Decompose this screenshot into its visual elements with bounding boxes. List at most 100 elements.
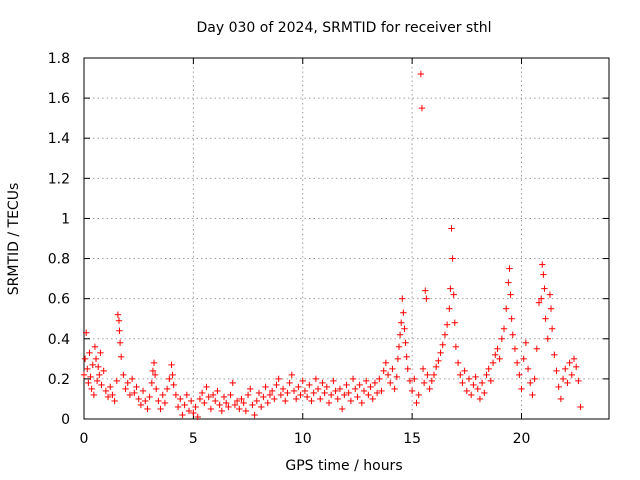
data-point <box>402 339 409 346</box>
data-point <box>87 373 94 381</box>
data-point <box>242 407 250 415</box>
data-point <box>104 393 112 401</box>
data-point <box>179 411 186 419</box>
data-point <box>100 367 107 375</box>
data-point <box>452 343 460 350</box>
data-point <box>547 305 555 312</box>
data-point <box>391 385 398 393</box>
data-point <box>478 379 486 387</box>
data-point <box>113 377 121 385</box>
x-tick-label: 15 <box>403 431 421 447</box>
data-point <box>196 395 204 403</box>
data-point <box>400 309 407 316</box>
data-point <box>306 381 313 389</box>
y-tick-label: 0.4 <box>48 332 70 348</box>
data-point <box>492 351 499 359</box>
data-point <box>152 385 160 393</box>
data-point <box>207 405 215 413</box>
data-point <box>544 335 551 342</box>
data-point <box>166 375 173 383</box>
data-point <box>117 353 125 361</box>
data-point <box>513 359 521 367</box>
data-point <box>524 365 532 373</box>
data-point <box>395 343 403 350</box>
data-point <box>341 391 348 399</box>
data-point <box>502 305 510 312</box>
x-tick-label: 20 <box>513 431 531 447</box>
data-point <box>334 395 341 403</box>
data-point <box>126 391 134 399</box>
data-point <box>418 104 426 112</box>
data-point <box>496 355 503 363</box>
data-point <box>566 359 573 367</box>
data-point <box>539 261 546 268</box>
data-point <box>271 395 278 403</box>
x-tick-label: 10 <box>294 431 312 447</box>
data-point <box>97 349 104 357</box>
data-point <box>432 363 440 371</box>
data-point <box>506 265 513 272</box>
data-point <box>135 395 142 403</box>
data-point <box>387 379 394 387</box>
data-point <box>114 311 122 318</box>
data-point <box>384 371 392 379</box>
data-point <box>212 397 219 405</box>
data-point <box>373 389 381 397</box>
data-point <box>422 287 429 294</box>
data-point <box>470 381 477 389</box>
data-point <box>570 355 578 363</box>
data-point <box>116 327 123 334</box>
data-point <box>131 389 138 397</box>
data-point <box>161 399 169 407</box>
data-point <box>343 381 350 389</box>
data-point <box>399 295 406 302</box>
data-point <box>312 375 320 383</box>
data-point <box>553 367 560 375</box>
data-point <box>467 391 475 399</box>
data-point <box>389 365 396 373</box>
data-point <box>86 349 93 357</box>
plot-frame <box>83 57 610 420</box>
data-point <box>146 393 153 401</box>
y-tick-label: 1.2 <box>48 171 70 187</box>
data-point <box>115 317 123 324</box>
data-point <box>509 331 516 338</box>
data-point <box>172 391 180 399</box>
data-point <box>356 381 363 389</box>
data-point <box>371 379 379 387</box>
chart-title: Day 030 of 2024, SRMTID for receiver sth… <box>197 20 492 36</box>
data-point <box>500 325 508 332</box>
data-point <box>541 285 548 292</box>
data-point <box>292 395 300 403</box>
y-tick-label: 0.6 <box>48 292 70 308</box>
data-point <box>397 319 405 326</box>
data-point <box>562 365 569 373</box>
data-point <box>441 331 449 338</box>
data-point <box>489 359 497 367</box>
data-point <box>415 391 422 399</box>
data-point <box>163 385 171 393</box>
data-point <box>181 401 188 409</box>
data-point <box>498 335 506 342</box>
data-point <box>446 305 453 312</box>
data-point <box>231 401 239 409</box>
data-point <box>325 399 333 407</box>
data-point <box>396 331 404 338</box>
data-point <box>546 291 554 298</box>
data-point <box>209 391 217 399</box>
data-point <box>262 383 269 391</box>
data-point <box>367 383 374 391</box>
data-point <box>194 413 201 421</box>
data-point <box>507 291 514 298</box>
data-point <box>174 403 182 411</box>
data-point <box>98 381 105 389</box>
data-point <box>559 375 567 383</box>
data-point <box>225 403 232 411</box>
data-point <box>185 407 193 415</box>
data-point <box>310 389 317 397</box>
data-point <box>303 393 311 401</box>
data-point <box>533 345 541 353</box>
data-point <box>159 391 166 399</box>
data-point <box>279 385 287 393</box>
